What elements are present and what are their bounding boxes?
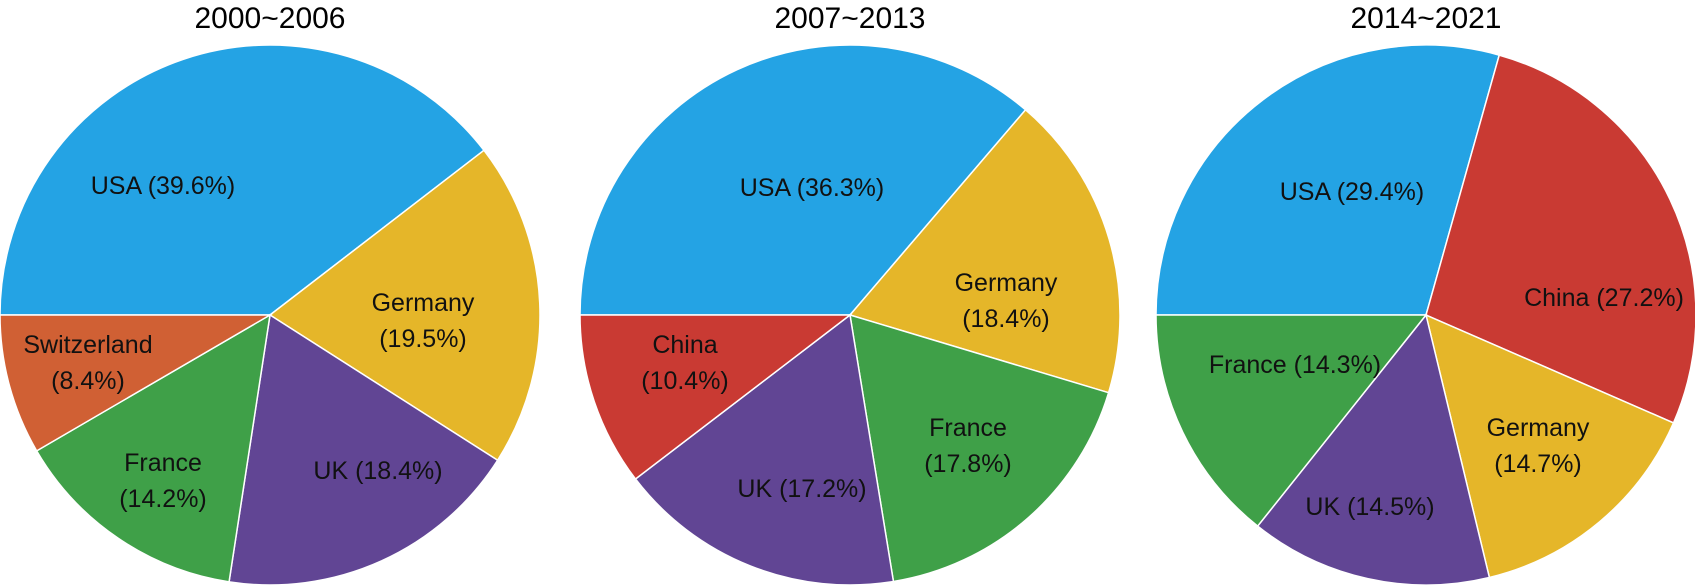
slice-label-line: France — [124, 449, 202, 477]
slice-label-france: France (17.8%) — [924, 414, 1012, 478]
slice-label-china: China (10.4%) — [641, 331, 729, 395]
slice-label-line: France (14.3%) — [1209, 351, 1381, 379]
slice-label-line: UK (18.4%) — [313, 457, 442, 485]
slice-label-france: France (14.2%) — [119, 449, 207, 513]
slice-label-germany: Germany (19.5%) — [372, 289, 475, 353]
pie-slice-usa — [0, 44, 486, 316]
slice-label-line: (14.7%) — [1494, 450, 1582, 478]
slice-label-line: (19.5%) — [379, 325, 467, 353]
pie-slice-germany — [268, 149, 541, 462]
slice-label-line: (18.4%) — [962, 305, 1050, 333]
pie-title-1: 2000~2006 — [194, 2, 346, 35]
slice-label-line: Germany — [955, 269, 1058, 297]
slice-label-line: China (27.2%) — [1524, 284, 1684, 312]
slice-label-uk: UK (14.5%) — [1305, 493, 1434, 521]
pie-slice-china — [579, 314, 853, 481]
slice-label-china: China (27.2%) — [1524, 284, 1684, 312]
pie-slice-france — [849, 313, 1110, 583]
slice-label-line: USA (36.3%) — [740, 174, 885, 202]
slice-label-line: Switzerland — [23, 331, 152, 359]
pie-slice-switzerland — [0, 314, 273, 452]
slice-label-usa: USA (36.3%) — [740, 174, 885, 202]
pie-title-2: 2007~2013 — [774, 2, 926, 35]
slice-label-line: UK (17.2%) — [737, 475, 866, 503]
slice-label-line: (14.2%) — [119, 485, 207, 513]
slice-label-france: France (14.3%) — [1209, 351, 1381, 379]
slice-label-uk: UK (18.4%) — [313, 457, 442, 485]
slice-label-uk: UK (17.2%) — [737, 475, 866, 503]
slice-label-line: UK (14.5%) — [1305, 493, 1434, 521]
pie-slice-usa — [579, 44, 1027, 316]
pie-slice-uk — [634, 313, 895, 586]
slice-label-line: (17.8%) — [924, 450, 1012, 478]
slice-label-germany: Germany (18.4%) — [955, 269, 1058, 333]
slice-label-line: (8.4%) — [51, 367, 125, 395]
pie-3: USA (29.4%) China (27.2%) Germany (14.7%) UK… — [1155, 44, 1695, 586]
pie-slice-germany — [1424, 313, 1675, 579]
slice-label-line: USA (29.4%) — [1280, 178, 1425, 206]
pie-1: USA (39.6%) Germany (19.5%) UK (18.4%) Franc… — [0, 44, 541, 586]
slice-label-usa: USA (39.6%) — [91, 172, 236, 200]
pie-2: USA (36.3%) Germany (18.4%) France (17.8%) UK… — [579, 44, 1121, 586]
slice-label-line: USA (39.6%) — [91, 172, 236, 200]
pie-slice-china — [1425, 54, 1695, 424]
pie-slice-usa — [1155, 44, 1501, 316]
pie-slice-france — [1155, 314, 1428, 528]
pie-slice-france — [35, 313, 271, 583]
pie-slice-germany — [848, 108, 1121, 394]
pie-slice-uk — [1256, 313, 1491, 586]
pie-title-3: 2014~2021 — [1350, 2, 1502, 35]
slice-label-germany: Germany (14.7%) — [1487, 414, 1590, 478]
slice-label-switzerland: Switzerland (8.4%) — [23, 331, 152, 395]
slice-label-line: China — [652, 331, 717, 359]
slice-label-line: (10.4%) — [641, 367, 729, 395]
slice-label-usa: USA (29.4%) — [1280, 178, 1425, 206]
pie-slice-uk — [228, 313, 499, 586]
slice-label-line: France — [929, 414, 1007, 442]
slice-label-line: Germany — [1487, 414, 1590, 442]
slice-label-line: Germany — [372, 289, 475, 317]
